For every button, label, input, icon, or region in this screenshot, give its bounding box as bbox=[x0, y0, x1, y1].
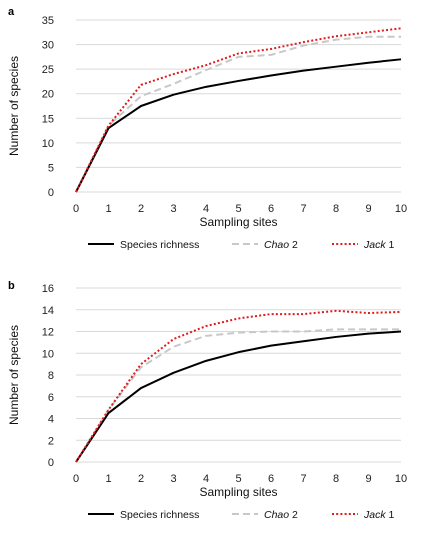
y-tick-label: 6 bbox=[48, 392, 54, 404]
x-tick-label: 9 bbox=[365, 203, 371, 215]
series-line-chao bbox=[75, 328, 401, 463]
x-tick-label: 6 bbox=[268, 203, 274, 215]
x-tick-label: 0 bbox=[73, 473, 79, 485]
x-tick-label: 1 bbox=[105, 203, 111, 215]
y-tick-label: 10 bbox=[42, 348, 54, 360]
legend-label: Jack 1 bbox=[363, 509, 395, 521]
y-tick-label: 10 bbox=[42, 138, 54, 150]
y-tick-label: 15 bbox=[42, 113, 54, 125]
legend-label: Chao 2 bbox=[264, 239, 298, 251]
y-tick-label: 25 bbox=[42, 64, 54, 76]
y-tick-label: 5 bbox=[48, 162, 54, 174]
legend-label: Species richness bbox=[120, 509, 199, 521]
x-tick-label: 3 bbox=[170, 473, 176, 485]
x-axis-title: Sampling sites bbox=[199, 215, 277, 229]
x-tick-label: 2 bbox=[138, 203, 144, 215]
y-tick-label: 20 bbox=[42, 89, 54, 101]
x-tick-label: 7 bbox=[300, 473, 306, 485]
panel-label: a bbox=[8, 6, 15, 18]
x-tick-label: 4 bbox=[203, 203, 209, 215]
chart-panel-a: a 0 5 10 15 20 25 30 35 0 1 2 3 4 5 6 7 8 9 10 Sampling sit… bbox=[0, 0, 438, 270]
x-tick-label: 9 bbox=[365, 473, 371, 485]
series-line-species-richness bbox=[75, 330, 402, 463]
legend-label: Chao 2 bbox=[264, 509, 298, 521]
line-chart-a: 0 5 10 15 20 25 30 35 0 1 2 3 4 5 6 7 8 9 10 Sampling sites… bbox=[7, 15, 407, 251]
y-tick-label: 12 bbox=[42, 327, 54, 339]
x-tick-label: 1 bbox=[105, 473, 111, 485]
chart-panel-b: b 0 2 4 6 8 10 12 14 16 0 1 2 3 4 5 6 7 8 9 10 Sampling site… bbox=[0, 270, 438, 541]
y-tick-label: 4 bbox=[48, 414, 54, 426]
x-tick-label: 8 bbox=[333, 203, 339, 215]
x-tick-label: 6 bbox=[268, 473, 274, 485]
x-tick-label: 10 bbox=[395, 473, 407, 485]
y-tick-label: 0 bbox=[48, 457, 54, 469]
y-tick-label: 8 bbox=[48, 370, 54, 382]
series-line-jack bbox=[75, 309, 402, 463]
x-tick-label: 5 bbox=[235, 473, 241, 485]
y-tick-label: 35 bbox=[42, 15, 54, 27]
legend-label: Jack 1 bbox=[363, 239, 395, 251]
x-axis-title: Sampling sites bbox=[199, 485, 277, 499]
series-line-species-richness bbox=[75, 58, 402, 193]
x-tick-label: 10 bbox=[395, 203, 407, 215]
y-tick-label: 2 bbox=[48, 435, 54, 447]
series-line-jack bbox=[75, 27, 402, 193]
y-tick-label: 0 bbox=[48, 187, 54, 199]
x-tick-label: 5 bbox=[235, 203, 241, 215]
y-axis-title: Number of species bbox=[7, 56, 21, 156]
y-tick-label: 14 bbox=[42, 305, 54, 317]
x-tick-label: 0 bbox=[73, 203, 79, 215]
y-tick-label: 30 bbox=[42, 40, 54, 52]
x-tick-label: 4 bbox=[203, 473, 209, 485]
panel-label: b bbox=[8, 280, 15, 292]
x-tick-label: 3 bbox=[170, 203, 176, 215]
y-axis-title: Number of species bbox=[7, 325, 21, 425]
x-tick-label: 8 bbox=[333, 473, 339, 485]
x-tick-label: 7 bbox=[300, 203, 306, 215]
series-line-chao bbox=[75, 35, 401, 193]
x-tick-label: 2 bbox=[138, 473, 144, 485]
y-tick-label: 16 bbox=[42, 283, 54, 295]
legend-label: Species richness bbox=[120, 239, 199, 251]
